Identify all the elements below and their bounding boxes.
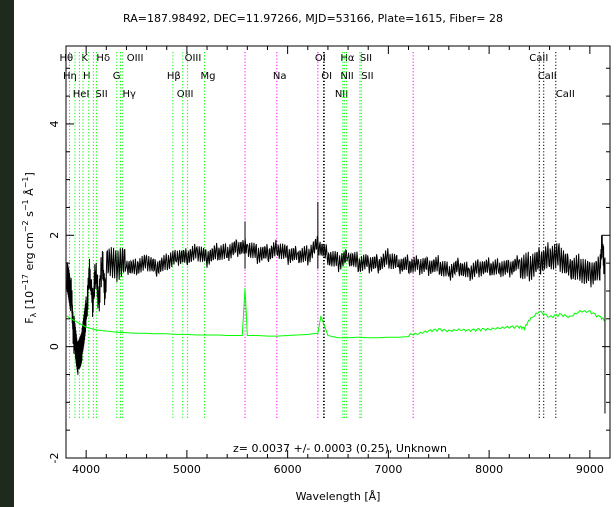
spectral-line-label: SII xyxy=(95,89,107,100)
spectral-line-label: CaII xyxy=(556,89,575,100)
model-series-line xyxy=(66,288,606,339)
x-tick-label: 5000 xyxy=(173,463,201,476)
y-label-exp-s: −1 xyxy=(21,199,30,211)
y-label-close: ] xyxy=(23,172,36,176)
spectral-line-label: CaII xyxy=(538,71,557,82)
left-edge-strip xyxy=(0,0,14,507)
flux-series-line xyxy=(66,235,606,375)
spectral-line-label: OIII xyxy=(177,89,194,100)
spectral-line-label: K xyxy=(81,53,88,64)
spectral-line-label: Hθ xyxy=(60,53,74,64)
spectral-line-label: OIII xyxy=(127,53,144,64)
spectral-line-label: Hα xyxy=(340,53,355,64)
spectral-line-label: Hδ xyxy=(96,53,110,64)
spectral-line-label: Hη xyxy=(63,71,77,82)
spectral-line-label: OI xyxy=(315,53,326,64)
y-label-units-2: erg cm xyxy=(23,232,36,274)
x-tick-label: 6000 xyxy=(274,463,302,476)
y-tick-label: 4 xyxy=(48,120,61,127)
plot-frame xyxy=(65,45,611,459)
y-label-exp-a: −1 xyxy=(21,177,30,189)
spectral-line-label: NII xyxy=(335,89,348,100)
y-label-units-4: Å xyxy=(23,188,36,199)
spectral-line-label: SII xyxy=(361,71,373,82)
chart-title: RA=187.98492, DEC=11.97266, MJD=53166, P… xyxy=(123,12,503,25)
spectral-line-label: SII xyxy=(360,53,372,64)
y-label-units-1: [10 xyxy=(23,291,36,313)
spectral-line-label: CaII xyxy=(529,53,548,64)
spectral-line-label: Na xyxy=(273,71,287,82)
y-label-exp-17: −17 xyxy=(21,274,30,291)
x-axis-label: Wavelength [Å] xyxy=(296,490,381,503)
spectral-line-label: NII xyxy=(340,71,353,82)
spectral-line-label: OIII xyxy=(185,53,202,64)
spectral-line-label: Hβ xyxy=(167,71,181,82)
spectral-line-label: HeI xyxy=(73,89,90,100)
spectral-line-label: Mg xyxy=(201,71,216,82)
y-label-units-3: s xyxy=(23,211,36,220)
x-tick-label: 9000 xyxy=(576,463,604,476)
y-axis-label: Fλ [10−17 erg cm−2 s−1 Å−1] xyxy=(21,172,38,324)
redshift-label: z= 0.0037 +/- 0.0003 (0.25), Unknown xyxy=(233,442,447,455)
y-tick-label: 0 xyxy=(48,343,61,350)
spectral-line-label: OI xyxy=(321,71,332,82)
x-tick-label: 8000 xyxy=(475,463,503,476)
spectral-line-label: G xyxy=(113,71,121,82)
x-tick-label: 4000 xyxy=(72,463,100,476)
y-tick-label: 2 xyxy=(48,232,61,239)
y-label-lambda-sub: λ xyxy=(29,312,38,317)
y-label-flux: F xyxy=(23,317,36,323)
y-tick-label: -2 xyxy=(48,453,61,464)
y-label-exp-cm: −2 xyxy=(21,220,30,232)
spectral-line-label: H xyxy=(83,71,91,82)
x-tick-label: 7000 xyxy=(374,463,402,476)
spectral-line-label: Hγ xyxy=(123,89,137,100)
